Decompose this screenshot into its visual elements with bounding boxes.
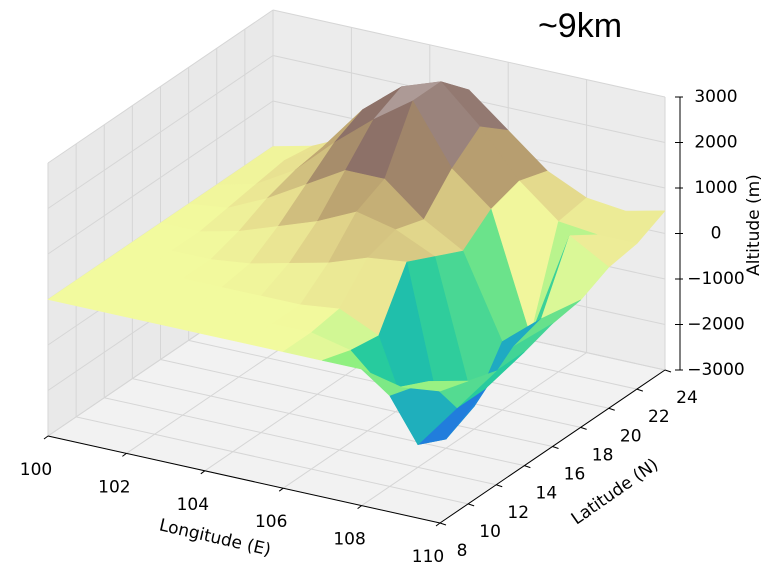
y-tick-label: 18 [592,445,614,465]
x-tick-label: 104 [177,495,209,515]
y-tick [553,447,559,449]
x-tick [436,523,440,526]
x-tick-label: 100 [20,460,52,480]
y-tick [665,370,671,372]
y-tick [609,408,615,410]
x-tick [279,488,283,491]
x-tick [358,506,362,509]
y-tick-label: 8 [457,541,468,561]
z-tick-label: −2000 [687,315,745,335]
x-tick [44,436,48,439]
z-tick-label: 1000 [694,178,737,198]
y-tick-label: 16 [564,465,586,485]
y-tick-label: 12 [507,503,529,523]
x-tick [122,453,126,456]
y-tick [496,485,502,487]
y-tick-label: 20 [620,426,642,446]
chart-title: ~9km [538,7,622,45]
y-tick [581,427,587,429]
z-tick-label: −1000 [687,269,745,289]
x-tick-label: 106 [255,512,287,532]
z-tick-label: 3000 [694,87,737,107]
chart: 100 102 104 106 108 110 8 10 12 14 16 18 20 22 24 −3000… [0,0,767,572]
y-tick [468,504,474,506]
x-tick-label: 102 [98,477,130,497]
z-tick-label: 0 [711,224,722,244]
x-tick [201,471,205,474]
y-tick-label: 14 [536,484,558,504]
y-tick [637,389,643,391]
y-tick-label: 24 [676,388,698,408]
y-tick [440,523,446,525]
z-tick-label: −3000 [687,360,745,380]
y-tick [524,466,530,468]
z-axis-title: Altitude (m) [744,174,764,276]
x-tick-label: 110 [412,547,444,567]
y-tick-label: 10 [479,522,501,542]
y-tick-label: 22 [648,407,670,427]
x-tick-label: 108 [333,530,365,550]
z-tick-label: 2000 [694,133,737,153]
